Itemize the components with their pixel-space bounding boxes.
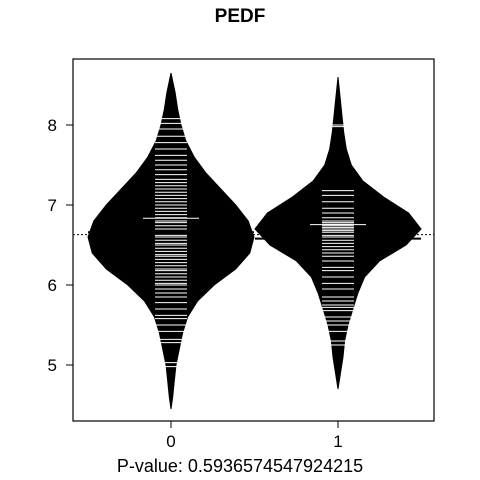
y-tick-label: 8 [48,116,57,135]
bean-1 [254,76,422,390]
y-tick-label: 6 [48,276,57,295]
chart-title: PEDF [214,6,266,27]
x-tick-label: 0 [166,432,175,451]
x-axis-label: P-value: 0.5936574547924215 [116,456,364,476]
bean-0 [87,72,255,410]
y-tick-label: 5 [48,356,57,375]
y-tick-label: 7 [48,196,57,215]
plot-frame [72,58,435,422]
x-tick-label: 1 [333,432,342,451]
